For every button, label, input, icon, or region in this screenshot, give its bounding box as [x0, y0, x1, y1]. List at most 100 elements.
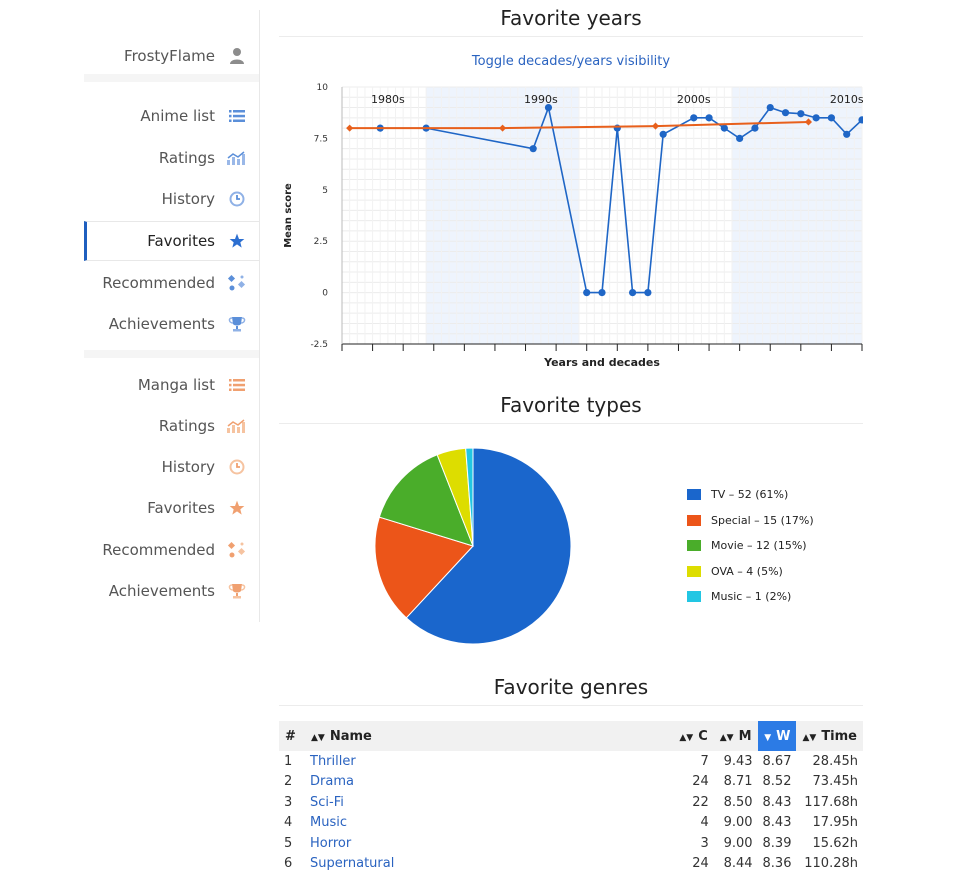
sidebar-item-manga-recommended[interactable]: Recommended [84, 531, 259, 569]
col-m-header[interactable]: ▲▼ M [713, 721, 758, 751]
sidebar-item-label: Anime list [140, 107, 215, 125]
sort-icon: ▲▼ [719, 732, 734, 743]
recommended-icon [227, 540, 247, 560]
genre-link[interactable]: Sci-Fi [310, 794, 344, 810]
types-title-rule [279, 423, 863, 424]
cell-rank: 1 [284, 753, 293, 769]
cell-time: 110.28h [804, 856, 858, 872]
sidebar-divider [84, 350, 259, 358]
cell-w: 8.39 [762, 835, 792, 851]
pie-slice [465, 447, 474, 547]
trophy-icon [227, 314, 247, 334]
legend-item[interactable]: Movie – 12 (15%) [687, 533, 814, 559]
sidebar-item-anime-ratings[interactable]: Ratings [84, 139, 259, 177]
sidebar-item-label: History [161, 458, 215, 476]
sort-icon: ▲▼ [311, 732, 325, 743]
decades-series-line [349, 120, 809, 130]
sidebar-item-label: Favorites [147, 499, 215, 517]
genre-link[interactable]: Horror [310, 835, 352, 851]
col-m-label: M [738, 728, 752, 744]
col-time-label: Time [821, 728, 857, 744]
cell-m: 8.50 [723, 794, 753, 810]
cell-w: 8.36 [762, 856, 792, 872]
sidebar-item-label: Manga list [137, 376, 215, 394]
toggle-decades-link[interactable]: Toggle decades/years visibility [471, 54, 671, 69]
decade-band [732, 87, 862, 344]
sidebar-item-anime-favorites[interactable]: Favorites [84, 221, 259, 261]
sidebar-item-manga-achievements[interactable]: Achievements [84, 572, 259, 610]
decade-point [651, 122, 660, 130]
sidebar-item-manga-ratings[interactable]: Ratings [84, 407, 259, 445]
y-axis-label: Mean score [283, 183, 294, 248]
cell-w: 8.52 [762, 774, 792, 790]
table-row: 1 Thriller 7 9.43 8.67 28.45h [279, 751, 863, 772]
star-icon [227, 231, 247, 251]
sort-desc-icon: ▼ [764, 732, 772, 743]
cell-m: 8.71 [723, 774, 753, 790]
years-series-line [380, 104, 863, 294]
decade-label: 1980s [371, 93, 405, 106]
sidebar-item-anime-recommended[interactable]: Recommended [84, 264, 259, 302]
cell-rank: 6 [284, 856, 293, 872]
cell-m: 9.43 [723, 753, 753, 769]
sidebar-user[interactable]: FrostyFlame [84, 37, 259, 75]
sidebar-item-anime-history[interactable]: History [84, 180, 259, 218]
x-axis-label: Years and decades [543, 356, 660, 369]
table-row: 2 Drama 24 8.71 8.52 73.45h [279, 772, 863, 793]
genre-link[interactable]: Drama [310, 774, 354, 790]
cell-time: 28.45h [812, 753, 858, 769]
recommended-icon [227, 273, 247, 293]
sidebar-item-label: Recommended [102, 541, 215, 559]
col-name-header[interactable]: ▲▼ Name [305, 721, 674, 751]
year-point [529, 145, 537, 153]
genre-link[interactable]: Thriller [310, 753, 356, 769]
legend-label: Movie – 12 (15%) [711, 539, 807, 553]
genre-link[interactable]: Supernatural [310, 856, 395, 872]
cell-time: 17.95h [812, 815, 858, 831]
year-point [720, 124, 728, 132]
year-point [843, 130, 851, 138]
user-icon [227, 46, 247, 66]
decade-point [346, 124, 354, 132]
cell-time: 15.62h [812, 835, 858, 851]
y-tick-label: 5 [322, 186, 328, 196]
sidebar-item-anime-list[interactable]: Anime list [84, 97, 259, 135]
legend-item[interactable]: OVA – 4 (5%) [687, 559, 814, 585]
col-w-header[interactable]: ▼ W [757, 721, 797, 751]
table-row: 5 Horror 3 9.00 8.39 15.62h [279, 833, 863, 854]
sidebar-item-anime-achievements[interactable]: Achievements [84, 305, 259, 343]
pie-slice [374, 516, 474, 619]
year-point [736, 134, 744, 142]
legend-swatch [687, 540, 701, 552]
sidebar-item-manga-history[interactable]: History [84, 448, 259, 486]
sidebar-divider [84, 74, 259, 82]
sidebar-item-manga-favorites[interactable]: Favorites [84, 489, 259, 527]
trophy-icon [227, 581, 247, 601]
legend-item[interactable]: Special – 15 (17%) [687, 508, 814, 534]
cell-w: 8.43 [762, 815, 792, 831]
username: FrostyFlame [124, 47, 215, 65]
cell-time: 73.45h [812, 774, 858, 790]
year-point [544, 103, 553, 112]
cell-m: 9.00 [723, 835, 753, 851]
col-c-label: C [698, 728, 708, 744]
year-point [628, 289, 637, 297]
cell-w: 8.67 [762, 753, 792, 769]
genre-link[interactable]: Music [310, 815, 347, 831]
legend-label: TV – 52 (61%) [711, 488, 789, 502]
year-point [797, 110, 805, 118]
col-c-header[interactable]: ▲▼ C [673, 721, 714, 751]
year-point [598, 289, 606, 297]
year-point [812, 114, 820, 122]
genres-title-rule [279, 705, 863, 706]
table-row: 4 Music 4 9.00 8.43 17.95h [279, 813, 863, 834]
list-icon [227, 106, 247, 126]
cell-c: 3 [700, 835, 709, 851]
col-time-header[interactable]: ▲▼ Time [796, 721, 863, 751]
legend-swatch [687, 514, 701, 526]
legend-item[interactable]: Music – 1 (2%) [687, 584, 814, 610]
legend-item[interactable]: TV – 52 (61%) [687, 482, 814, 508]
sidebar-item-manga-list[interactable]: Manga list [84, 366, 259, 404]
year-point [705, 114, 713, 122]
year-point [781, 109, 790, 117]
